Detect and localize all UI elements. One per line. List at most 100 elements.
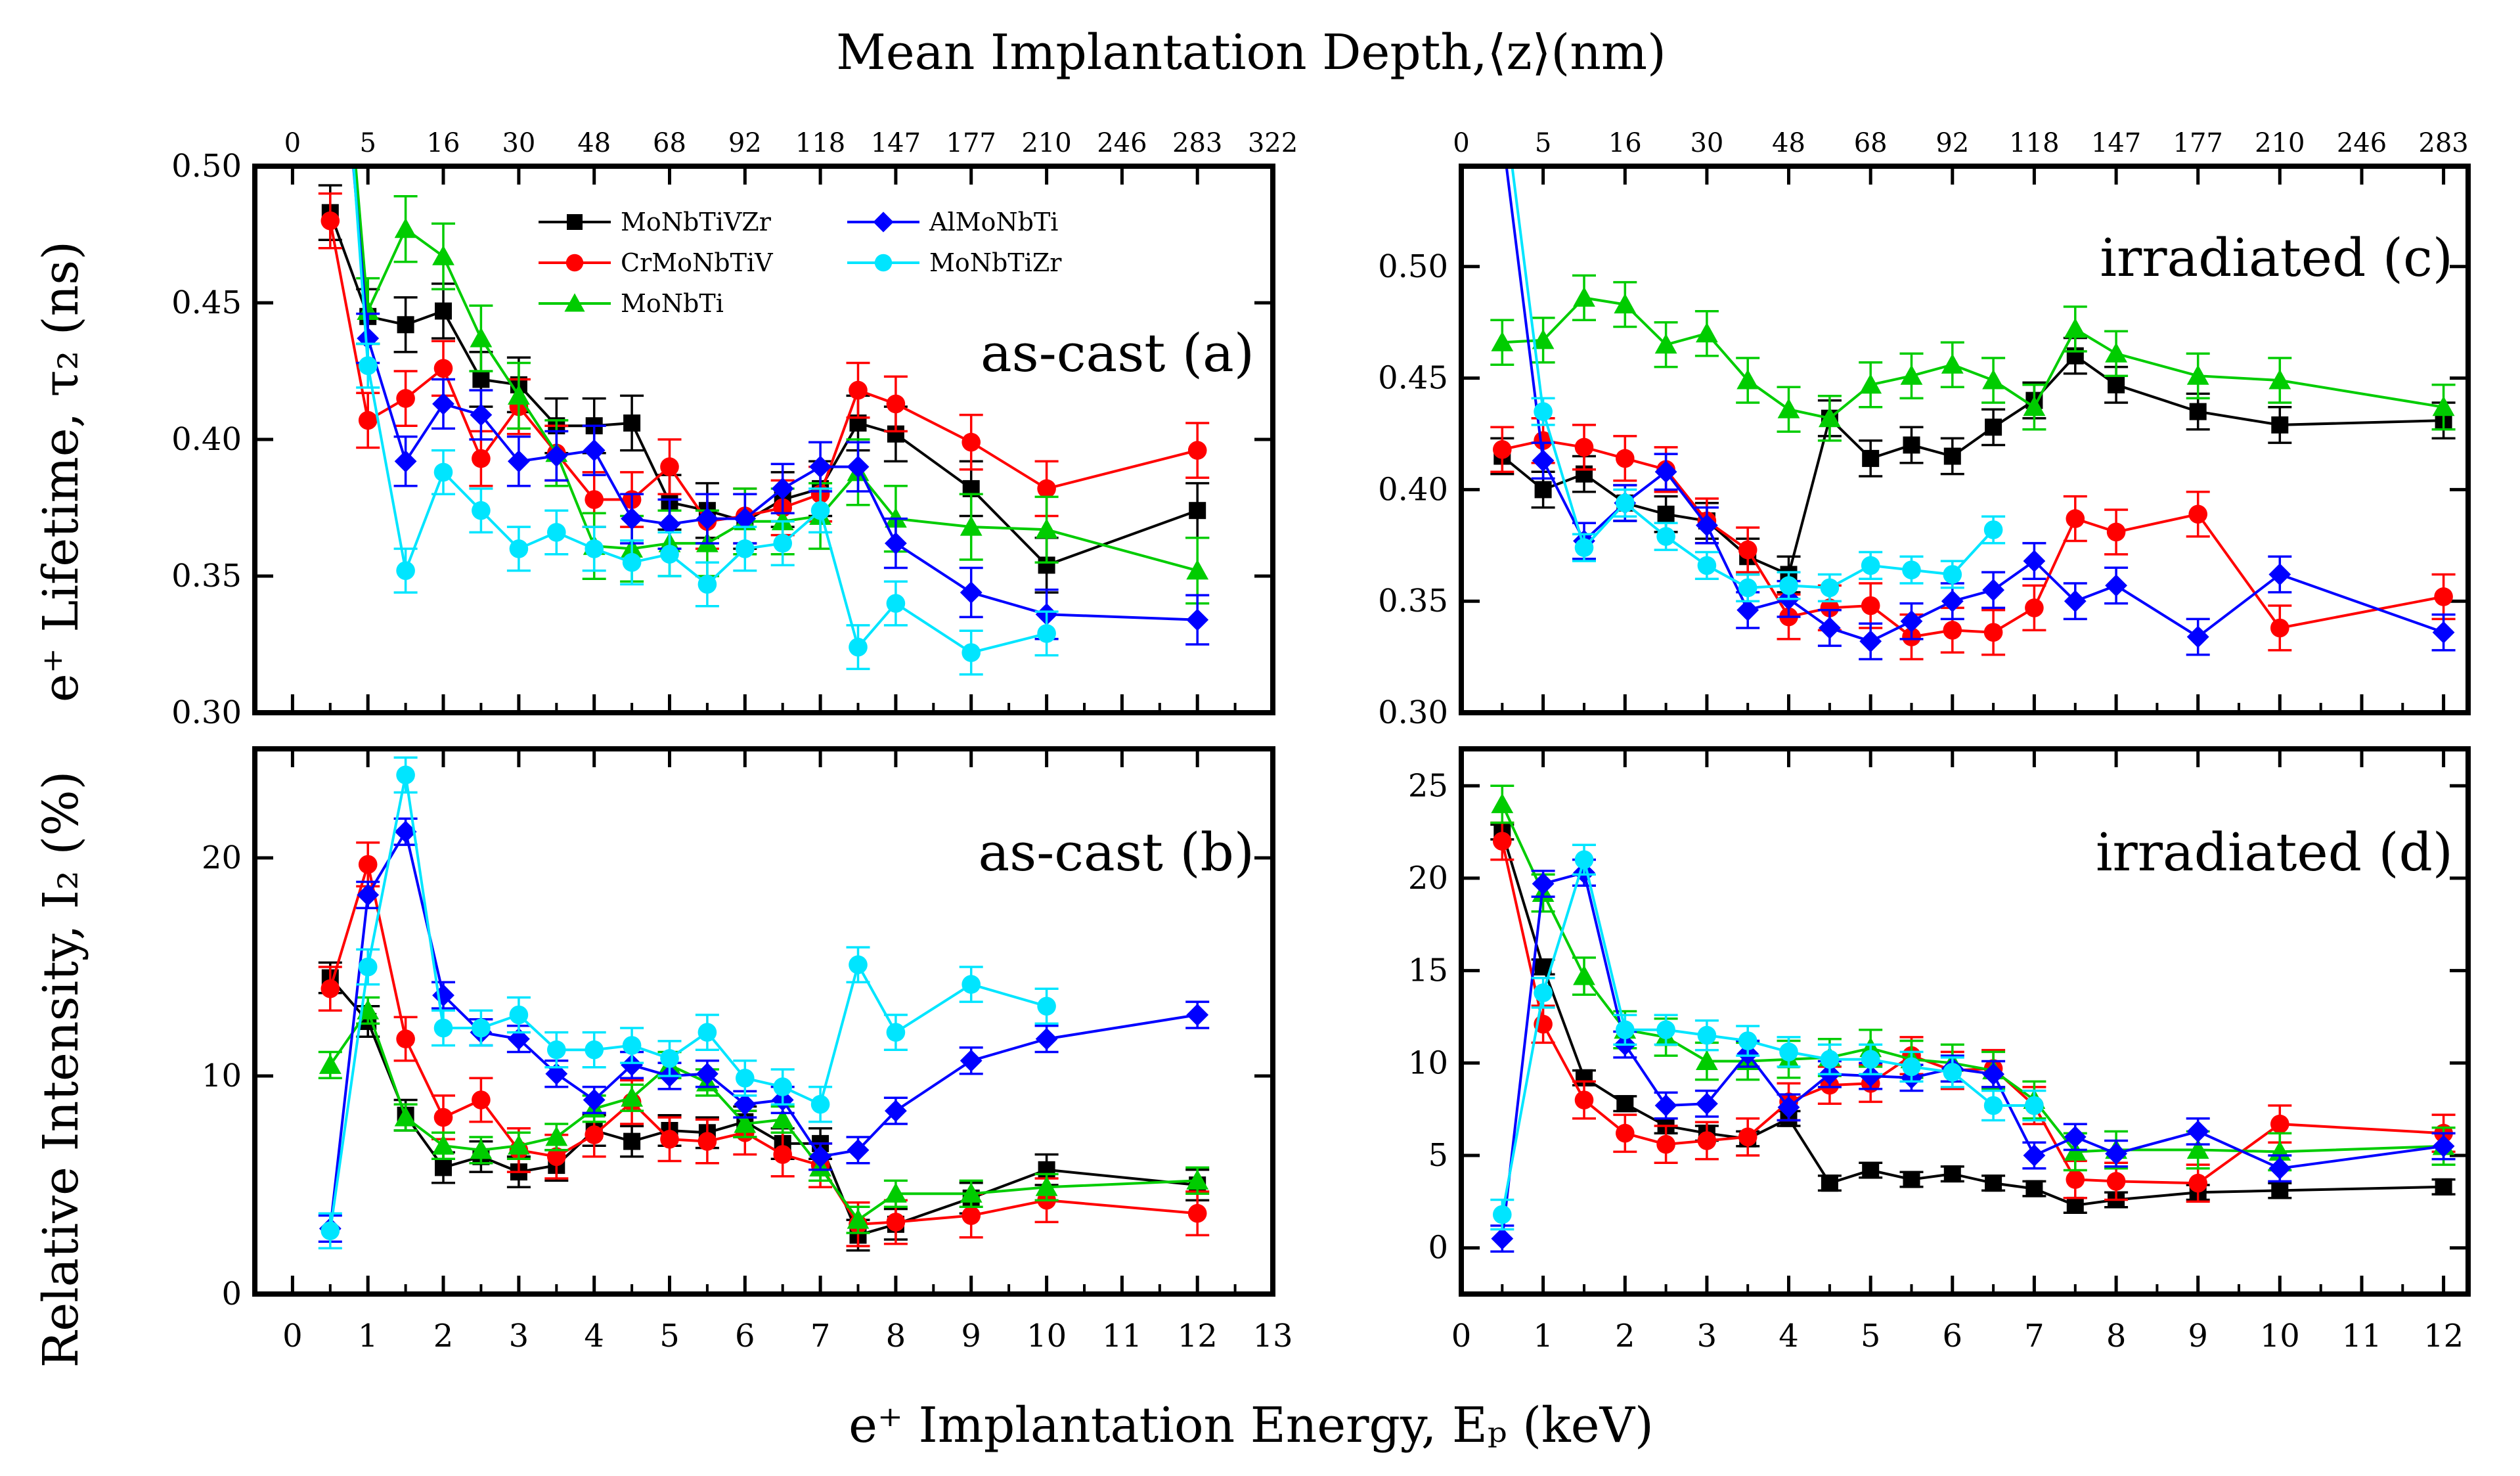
data-point: [960, 1182, 983, 1203]
data-point: [508, 1134, 530, 1155]
data-point: [1574, 538, 1594, 557]
data-point: [1983, 623, 2003, 642]
data-point: [2064, 590, 2087, 613]
x-tick-label: 10: [1027, 1318, 1067, 1354]
data-point: [397, 316, 414, 334]
data-point: [509, 1005, 529, 1025]
series-line-MoNbTi: [1502, 296, 2444, 420]
data-point: [771, 478, 794, 500]
data-point: [1903, 1171, 1920, 1188]
data-point: [1861, 1050, 1880, 1069]
data-point: [809, 1145, 831, 1168]
data-point: [2105, 1142, 2127, 1165]
legend-marker: [874, 254, 893, 272]
data-point: [2268, 369, 2291, 390]
top-depth-tick-label: 30: [1690, 128, 1723, 158]
panel-frame-d: [1459, 746, 2471, 1297]
x-tick-label: 8: [2106, 1318, 2127, 1354]
series-line-AlMoNbTi: [1501, 871, 2444, 1239]
data-point: [508, 450, 530, 473]
y-tick-label: 0.35: [1378, 583, 1448, 619]
data-point: [960, 516, 983, 536]
data-point: [734, 1093, 757, 1116]
data-point: [394, 1106, 417, 1127]
data-point: [697, 1023, 717, 1042]
legend-item-MoNbTiVZr: MoNbTiVZr: [539, 208, 772, 236]
data-point: [1574, 437, 1594, 457]
data-point: [2434, 587, 2453, 606]
data-point: [1186, 559, 1209, 580]
y-tick-label: 0.35: [171, 558, 242, 594]
data-point: [1186, 608, 1209, 631]
data-point: [470, 1139, 493, 1159]
data-point: [736, 539, 755, 558]
data-point: [773, 1077, 792, 1096]
data-point: [1037, 996, 1056, 1016]
data-point: [2186, 625, 2209, 648]
series-MoNbTi: [1490, 274, 2456, 442]
top-depth-tick-label: 322: [1248, 128, 1298, 158]
series-line-AlMoNbTi: [352, 166, 1198, 621]
x-tick-label: 12: [2423, 1318, 2464, 1354]
data-point: [1985, 418, 2002, 436]
legend-marker: [564, 293, 585, 312]
data-point: [2025, 1096, 2044, 1115]
data-point: [321, 1221, 340, 1240]
data-point: [583, 439, 606, 462]
legend-item-MoNbTi: MoNbTi: [539, 289, 724, 318]
data-point: [585, 1040, 604, 1060]
data-point: [1573, 286, 1595, 307]
data-point: [1983, 1096, 2003, 1115]
data-point: [622, 552, 642, 572]
series-line-MoNbTiZr: [1511, 166, 1995, 589]
data-point: [1696, 1050, 1718, 1070]
data-point: [1820, 1050, 1840, 1069]
data-point: [2023, 550, 2046, 572]
data-point: [321, 211, 340, 231]
data-point: [1654, 1094, 1677, 1117]
data-point: [583, 1088, 606, 1111]
data-point: [2188, 504, 2207, 524]
data-point: [960, 581, 983, 604]
data-point: [432, 1134, 454, 1155]
data-point: [1900, 365, 1923, 385]
data-point: [1697, 1131, 1717, 1150]
x-tick-label: 13: [1252, 1318, 1293, 1354]
data-point: [1656, 1134, 1675, 1154]
top-depth-tick-label: 177: [946, 128, 996, 158]
series-MoNbTiZr: [1490, 843, 2046, 1231]
data-point: [472, 501, 491, 520]
data-point: [433, 462, 453, 482]
data-point: [509, 539, 529, 558]
data-point: [1574, 850, 1594, 870]
data-point: [433, 359, 453, 378]
data-point: [1900, 610, 1923, 633]
data-point: [886, 1023, 906, 1042]
x-tick-label: 3: [509, 1318, 529, 1354]
data-point: [1736, 369, 1759, 390]
data-point: [1985, 1174, 2002, 1192]
data-point: [1862, 1161, 1880, 1179]
data-point: [697, 575, 717, 594]
data-point: [2105, 342, 2127, 363]
bottom-y-axis-title: Relative Intensity, I₂ (%): [33, 771, 89, 1368]
data-point: [810, 501, 830, 520]
x-tick-label: 9: [2188, 1318, 2208, 1354]
ticks-c: 0.30 0.35 0.40 0.45 0.50 0 5 16 30 48 68 92 118 147 17…: [1378, 128, 2469, 731]
y-tick-label: 20: [1408, 860, 1448, 897]
data-point: [547, 523, 566, 542]
data-point: [2064, 318, 2087, 338]
data-point: [2106, 522, 2126, 542]
data-point: [658, 513, 681, 535]
panel-c: 0.30 0.35 0.40 0.45 0.50 0 5 16 30 48 68 92 118 147 17…: [1378, 128, 2471, 731]
data-point: [1187, 1203, 1207, 1223]
data-point: [962, 643, 981, 662]
data-point: [2066, 1170, 2085, 1189]
top-depth-tick-label: 147: [871, 128, 921, 158]
data-point: [1738, 540, 1757, 560]
data-point: [622, 1036, 642, 1055]
data-point: [1654, 460, 1677, 483]
legend-label: MoNbTi: [621, 289, 724, 318]
data-point: [1186, 1004, 1209, 1026]
x-tick-label: 12: [1178, 1318, 1218, 1354]
